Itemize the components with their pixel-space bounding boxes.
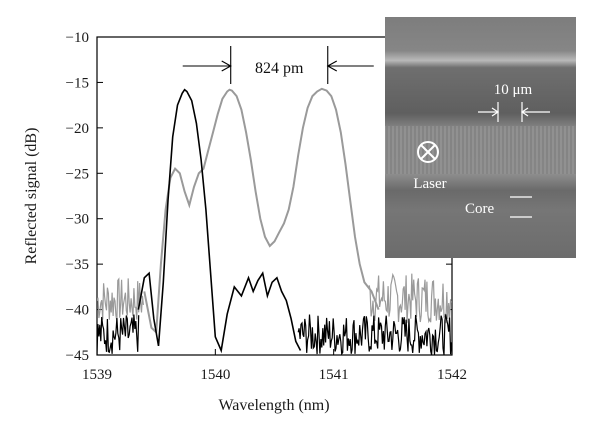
x-tick-label: 1540 <box>200 367 230 383</box>
x-tick-label: 1541 <box>319 367 349 383</box>
core-label: Core <box>465 201 495 217</box>
scale-label: 10 μm <box>494 82 533 98</box>
noise-trace <box>368 272 452 324</box>
y-tick-label: −15 <box>66 75 89 91</box>
y-tick-label: −10 <box>66 30 89 46</box>
y-tick-label: −45 <box>66 348 89 364</box>
noise-floor <box>97 272 452 355</box>
inset-micrograph: 10 μm Laser Core <box>385 17 576 258</box>
y-tick-label: −35 <box>66 257 89 273</box>
noise-trace <box>97 314 140 355</box>
x-tick-label: 1539 <box>82 367 112 383</box>
y-tick-label: −30 <box>66 212 89 228</box>
grating-region <box>385 126 576 174</box>
spacing-annotation: 824 pm <box>182 46 374 84</box>
y-axis-label: Reflected signal (dB) <box>23 128 40 265</box>
series-line-gray <box>143 87 380 335</box>
annotation-label: 824 pm <box>255 60 304 77</box>
x-axis-label: Wavelength (nm) <box>218 397 329 414</box>
laser-label: Laser <box>413 176 446 192</box>
y-tick-label: −20 <box>66 121 89 137</box>
series-line-black <box>137 88 302 354</box>
y-tick-label: −25 <box>66 166 89 182</box>
noise-trace <box>97 277 144 322</box>
x-tick-label: 1542 <box>437 367 467 383</box>
laser-direction-icon <box>417 141 439 163</box>
y-tick-label: −40 <box>66 303 89 319</box>
axis-tick-labels: 1539 1540 1541 1542 −10 −15 −20 −25 −30 −35 −40 −45 <box>66 30 467 383</box>
noise-trace <box>297 314 452 355</box>
